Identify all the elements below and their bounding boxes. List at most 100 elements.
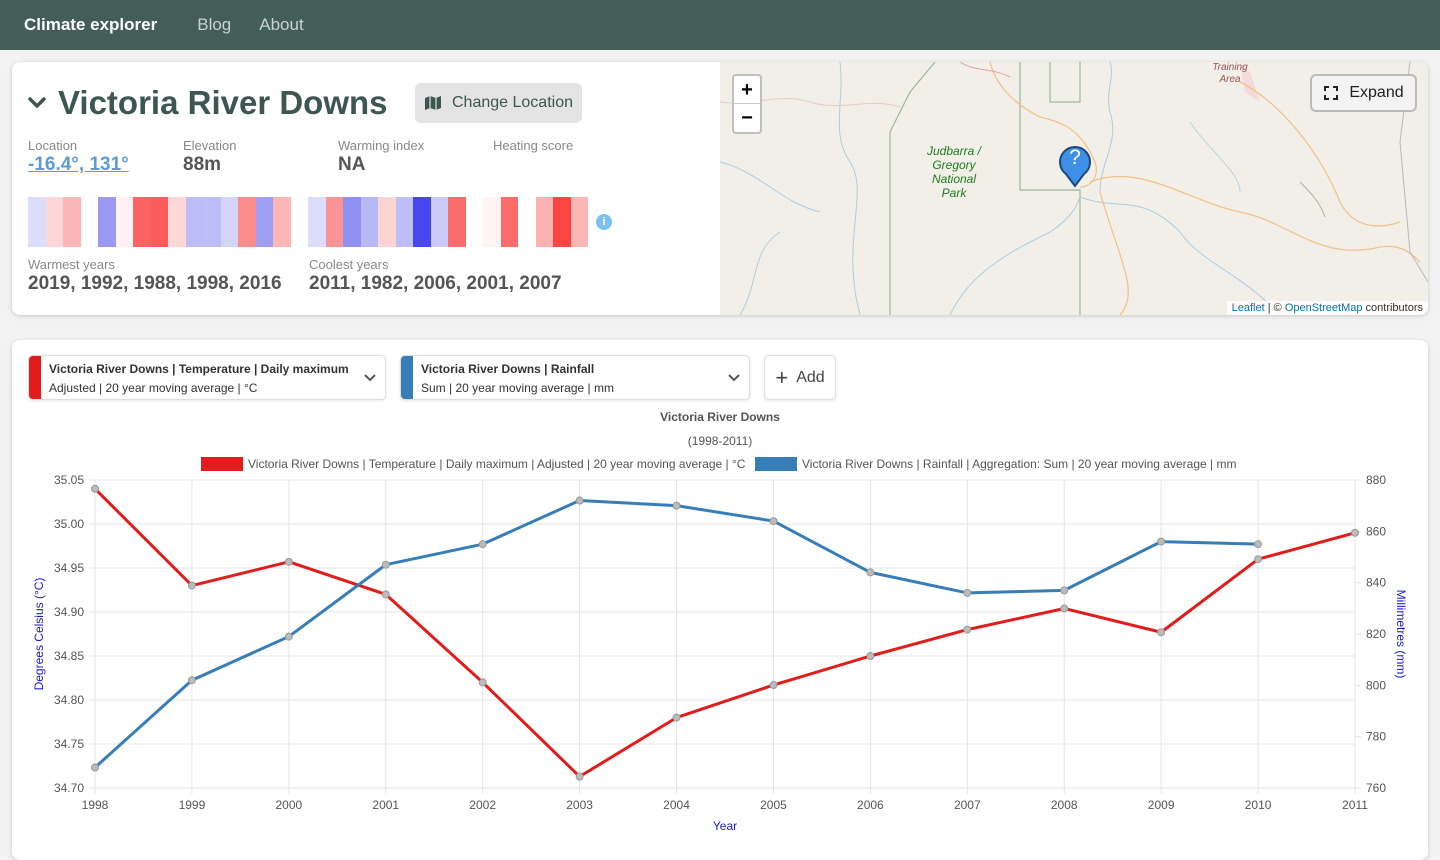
- location-title: Victoria River Downs: [58, 84, 388, 121]
- leaflet-link[interactable]: Leaflet: [1231, 302, 1265, 314]
- chart-card: Victoria River Downs | Temperature | Dai…: [12, 340, 1428, 860]
- chevron-down-icon[interactable]: [26, 92, 48, 114]
- series-selector-temperature[interactable]: Victoria River Downs | Temperature | Dai…: [28, 355, 386, 400]
- info-icon[interactable]: i: [596, 214, 612, 230]
- brand-link[interactable]: Climate explorer: [24, 15, 158, 34]
- coolest-years-label: Coolest years: [309, 257, 389, 272]
- chart-title: Victoria River Downs: [660, 410, 780, 424]
- y-left-tick-label: 35.00: [54, 517, 84, 531]
- warming-stripe: [255, 197, 273, 247]
- series-selector-rainfall[interactable]: Victoria River Downs | Rainfall Sum | 20…: [400, 355, 750, 400]
- stat-label: Heating score: [493, 138, 574, 153]
- warming-stripe: [220, 197, 238, 247]
- change-location-button[interactable]: Change Location: [415, 83, 582, 123]
- location-coordinates-link[interactable]: -16.4°, 131°: [28, 154, 129, 175]
- rainfall-point: [1254, 540, 1263, 549]
- nav-link-about[interactable]: About: [259, 15, 304, 34]
- stat-elevation: Elevation 88m: [183, 138, 236, 176]
- stat-value: 88m: [183, 154, 222, 175]
- rainfall-point: [866, 568, 875, 577]
- warming-stripe: [535, 197, 553, 247]
- coolest-years: Coolest years 2011, 1982, 2006, 2001, 20…: [309, 257, 562, 295]
- nav-link-blog[interactable]: Blog: [197, 15, 232, 34]
- x-tick-label: 2009: [1148, 798, 1175, 812]
- stat-warming-index: Warming index NA: [338, 138, 424, 176]
- chevron-down-icon: [728, 374, 740, 382]
- rainfall-point: [1060, 586, 1069, 595]
- temperature-point: [91, 484, 99, 493]
- x-tick-label: 2001: [372, 798, 399, 812]
- location-map[interactable]: Judbarra / Gregory National Park Trainin…: [720, 62, 1428, 315]
- y-right-tick-label: 780: [1366, 730, 1386, 744]
- warming-stripe: [325, 197, 343, 247]
- map-marker-icon: [1059, 146, 1091, 188]
- y-left-tick-label: 35.05: [54, 473, 84, 487]
- x-tick-label: 2007: [954, 798, 981, 812]
- change-location-label: Change Location: [452, 94, 573, 111]
- warmest-years: Warmest years 2019, 1992, 1988, 1998, 20…: [28, 257, 282, 295]
- warming-stripe: [203, 197, 221, 247]
- warming-stripe: [413, 197, 431, 247]
- rainfall-point: [91, 763, 99, 772]
- x-tick-label: 2000: [275, 798, 302, 812]
- warming-stripe: [290, 197, 308, 247]
- temperature-point: [1351, 528, 1359, 537]
- y-right-tick-label: 820: [1366, 627, 1386, 641]
- x-tick-label: 2005: [760, 798, 787, 812]
- zoom-control: + −: [732, 74, 762, 134]
- x-tick-label: 2002: [469, 798, 496, 812]
- warming-stripe: [553, 197, 571, 247]
- chevron-down-icon: [364, 374, 376, 382]
- warming-stripe: [45, 197, 63, 247]
- warming-stripe: [570, 197, 588, 247]
- warming-stripe: [115, 197, 133, 247]
- warming-stripe: [28, 197, 46, 247]
- temperature-point: [769, 681, 778, 690]
- rainfall-point: [575, 496, 584, 505]
- y-right-tick-label: 860: [1366, 524, 1386, 538]
- x-tick-label: 2011: [1342, 798, 1368, 812]
- y-left-tick-label: 34.90: [54, 605, 84, 619]
- x-tick-label: 2003: [566, 798, 593, 812]
- warming-stripes: [28, 197, 588, 247]
- selector-line1: Victoria River Downs | Temperature | Dai…: [49, 362, 349, 376]
- x-tick-label: 2010: [1245, 798, 1272, 812]
- legend-swatch-rainfall: [755, 457, 797, 471]
- warming-stripe: [465, 197, 483, 247]
- rainfall-point: [284, 632, 293, 641]
- rainfall-point: [478, 540, 487, 549]
- zoom-out-button[interactable]: −: [741, 107, 753, 129]
- osm-link[interactable]: OpenStreetMap: [1284, 302, 1363, 314]
- stat-value: NA: [338, 154, 366, 175]
- rainfall-point: [1157, 537, 1166, 546]
- zoom-in-button[interactable]: +: [734, 76, 760, 104]
- stat-heating-score: Heating score: [493, 138, 573, 154]
- temperature-point: [478, 678, 487, 687]
- chart-subtitle: (1998-2011): [688, 434, 753, 448]
- stat-label: Warming index: [338, 138, 425, 153]
- stat-label: Location: [28, 138, 78, 153]
- rainfall-point: [672, 501, 681, 510]
- rainfall-point: [381, 560, 390, 569]
- x-tick-label: 2008: [1051, 798, 1078, 812]
- location-header: Victoria River Downs: [26, 84, 388, 122]
- temperature-point: [1060, 604, 1069, 613]
- expand-map-button[interactable]: Expand: [1310, 74, 1417, 112]
- temperature-point: [672, 713, 681, 722]
- x-axis-title: Year: [713, 819, 737, 833]
- warming-stripe: [430, 197, 448, 247]
- warming-stripe: [343, 197, 361, 247]
- expand-label: Expand: [1349, 84, 1404, 101]
- y-left-axis-title: Degrees Celsius (°C): [32, 578, 46, 691]
- rainfall-point: [769, 517, 778, 526]
- map-icon: [425, 96, 441, 110]
- location-marker[interactable]: ?: [1058, 144, 1092, 188]
- location-card: Victoria River Downs Change Location Loc…: [12, 62, 1428, 315]
- temperature-point: [284, 557, 293, 566]
- add-series-button[interactable]: + Add: [764, 355, 836, 400]
- warming-stripe: [185, 197, 203, 247]
- x-tick-label: 1999: [179, 798, 206, 812]
- y-right-tick-label: 800: [1366, 678, 1386, 692]
- warming-stripe: [500, 197, 518, 247]
- y-right-axis-title: Millimetres (mm): [1394, 590, 1408, 679]
